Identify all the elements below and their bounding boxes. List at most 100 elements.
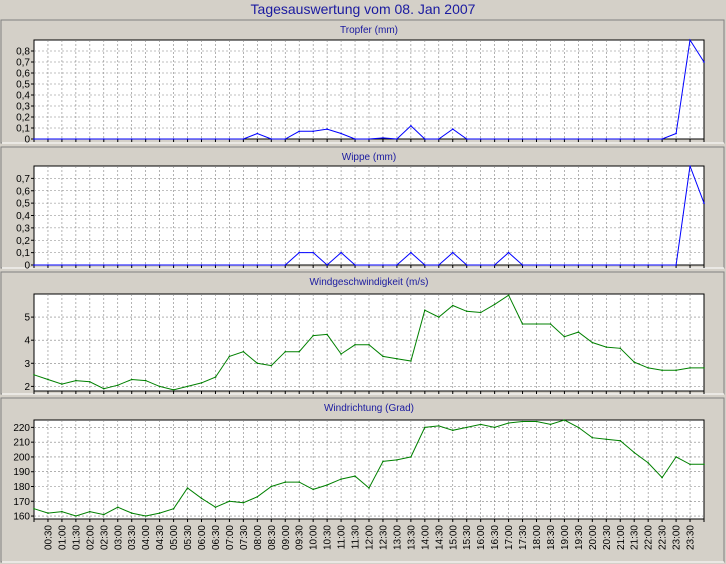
x-tick-label: 12:00 bbox=[365, 525, 376, 550]
panel-title-1: Tropfer (mm) bbox=[340, 25, 398, 36]
data-point bbox=[410, 456, 412, 458]
data-point bbox=[340, 353, 342, 355]
y-tick-label: 0,5 bbox=[16, 80, 30, 91]
data-point bbox=[228, 500, 231, 503]
data-point bbox=[507, 294, 510, 297]
data-point bbox=[200, 264, 203, 266]
y-tick-label: 5 bbox=[24, 313, 30, 324]
y-tick-label: 2 bbox=[24, 382, 30, 393]
data-point bbox=[424, 426, 426, 429]
data-point bbox=[340, 478, 342, 480]
data-point bbox=[200, 138, 203, 140]
data-point bbox=[465, 264, 468, 266]
data-point bbox=[130, 264, 133, 266]
data-point bbox=[270, 264, 273, 266]
x-tick-label: 17:30 bbox=[518, 525, 529, 550]
data-point bbox=[452, 128, 454, 130]
data-point bbox=[298, 130, 301, 133]
x-tick-label: 09:30 bbox=[295, 525, 306, 550]
data-point bbox=[535, 264, 538, 266]
data-point bbox=[200, 497, 203, 500]
data-point bbox=[144, 264, 147, 266]
data-point bbox=[396, 459, 398, 461]
x-tick-label: 10:30 bbox=[323, 525, 334, 550]
data-point bbox=[172, 507, 175, 510]
data-point bbox=[186, 487, 189, 489]
data-point bbox=[591, 436, 594, 439]
data-point bbox=[563, 335, 566, 338]
data-point bbox=[521, 420, 524, 423]
data-point bbox=[200, 382, 203, 384]
data-point bbox=[493, 303, 496, 306]
data-point bbox=[158, 264, 161, 266]
data-point bbox=[368, 138, 370, 140]
data-point bbox=[438, 316, 440, 318]
data-point bbox=[507, 251, 510, 254]
y-tick-label: 190 bbox=[13, 467, 30, 478]
x-tick-label: 11:30 bbox=[351, 525, 362, 550]
x-tick-label: 20:00 bbox=[588, 525, 599, 550]
data-point bbox=[270, 138, 273, 140]
y-tick-label: 220 bbox=[13, 423, 30, 434]
data-point bbox=[117, 264, 119, 266]
y-tick-label: 0,4 bbox=[16, 211, 30, 222]
x-tick-label: 02:00 bbox=[85, 525, 96, 550]
data-point bbox=[144, 515, 147, 517]
x-tick-label: 23:00 bbox=[672, 525, 683, 550]
data-point bbox=[661, 476, 663, 479]
data-point bbox=[647, 264, 649, 266]
data-point bbox=[256, 362, 259, 365]
data-point bbox=[130, 138, 133, 140]
data-point bbox=[61, 510, 63, 513]
data-point bbox=[647, 462, 649, 464]
data-point bbox=[89, 138, 91, 140]
data-point bbox=[228, 138, 231, 140]
data-point bbox=[186, 138, 189, 140]
data-point bbox=[689, 367, 691, 369]
data-point bbox=[117, 384, 119, 387]
page-title: Tagesauswertung vom 08. Jan 2007 bbox=[250, 1, 476, 17]
data-point bbox=[89, 264, 91, 266]
data-point bbox=[647, 138, 649, 140]
data-point bbox=[242, 264, 245, 266]
data-point bbox=[591, 138, 594, 140]
data-point bbox=[535, 420, 538, 423]
data-point bbox=[368, 264, 370, 266]
data-point bbox=[577, 264, 580, 266]
x-tick-label: 04:00 bbox=[141, 525, 152, 550]
data-point bbox=[493, 264, 496, 266]
x-tick-label: 16:30 bbox=[490, 525, 501, 550]
x-tick-label: 13:30 bbox=[406, 525, 417, 550]
data-point bbox=[214, 264, 217, 266]
x-tick-label: 18:30 bbox=[546, 525, 557, 550]
data-point bbox=[130, 378, 133, 381]
data-point bbox=[521, 323, 524, 325]
data-point bbox=[591, 341, 594, 344]
x-tick-label: 16:00 bbox=[476, 525, 487, 550]
data-point bbox=[535, 323, 538, 325]
data-point bbox=[89, 381, 91, 383]
data-point bbox=[214, 376, 217, 378]
x-tick-label: 06:30 bbox=[211, 525, 222, 550]
data-point bbox=[284, 350, 287, 353]
data-point bbox=[633, 264, 635, 266]
data-point bbox=[75, 138, 77, 140]
x-tick-label: 22:00 bbox=[644, 525, 655, 550]
data-point bbox=[354, 264, 356, 266]
data-point bbox=[172, 389, 175, 391]
data-point bbox=[61, 383, 63, 385]
data-point bbox=[507, 422, 510, 424]
data-point bbox=[61, 264, 63, 266]
data-point bbox=[493, 138, 496, 140]
x-tick-label: 14:30 bbox=[434, 525, 445, 550]
data-point bbox=[410, 360, 412, 362]
data-point bbox=[703, 61, 705, 63]
data-point bbox=[33, 374, 35, 376]
y-tick-label: 200 bbox=[13, 452, 30, 463]
y-tick-label: 210 bbox=[13, 438, 30, 449]
x-tick-label: 13:00 bbox=[392, 525, 403, 550]
data-point bbox=[605, 138, 608, 140]
data-point bbox=[438, 264, 440, 266]
data-point bbox=[479, 423, 482, 426]
